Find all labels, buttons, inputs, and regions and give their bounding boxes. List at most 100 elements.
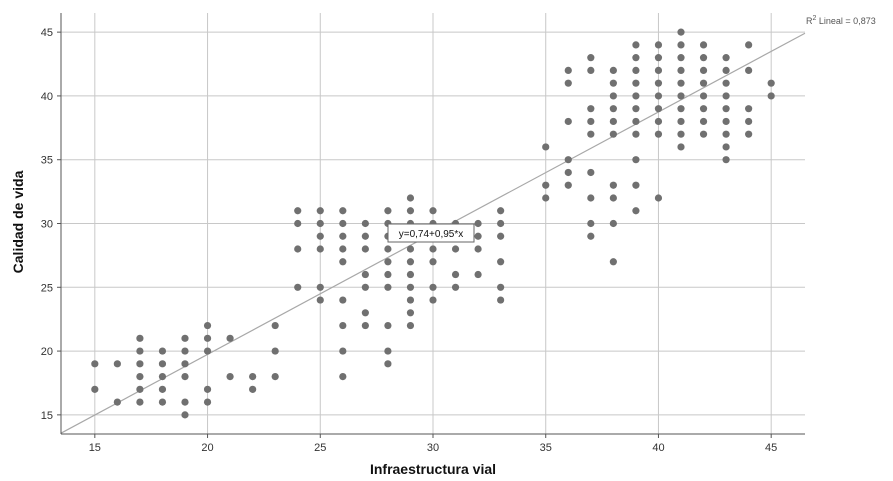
r2-prefix: R <box>806 16 813 26</box>
data-point <box>316 245 324 253</box>
data-point <box>767 92 775 100</box>
data-point <box>339 245 347 253</box>
data-point <box>699 130 708 138</box>
data-point <box>745 130 753 138</box>
equation-box <box>387 223 475 243</box>
data-point <box>451 245 460 253</box>
data-point <box>632 41 640 49</box>
data-point <box>181 334 189 342</box>
data-point <box>384 245 392 253</box>
data-point <box>316 283 324 291</box>
data-point <box>654 130 663 138</box>
data-point <box>203 385 212 393</box>
data-point <box>654 66 663 75</box>
axes <box>57 13 805 438</box>
x-tick-label: 35 <box>540 442 552 454</box>
data-point <box>542 194 550 202</box>
data-point <box>361 309 369 317</box>
data-point <box>158 398 167 406</box>
data-point <box>316 207 324 215</box>
data-point <box>91 385 99 393</box>
data-point <box>361 232 369 240</box>
data-point <box>654 105 663 113</box>
data-point <box>249 385 257 393</box>
data-point <box>339 347 347 355</box>
data-point <box>113 398 121 406</box>
data-point <box>745 66 753 75</box>
data-point <box>181 411 189 419</box>
data-point <box>429 283 437 291</box>
data-point <box>203 398 212 406</box>
data-point <box>722 130 730 138</box>
data-point <box>203 347 212 355</box>
data-point <box>677 143 685 151</box>
data-point <box>677 28 685 36</box>
y-tick-label: 15 <box>41 410 53 422</box>
data-point <box>609 181 617 189</box>
data-point <box>406 296 415 304</box>
data-point <box>677 79 685 87</box>
data-point <box>609 79 617 87</box>
data-point <box>632 92 640 100</box>
data-point <box>609 194 617 202</box>
data-point <box>587 54 595 62</box>
equation-text: y=0,74+0,95*x <box>399 229 464 240</box>
data-point <box>339 372 347 381</box>
data-point <box>632 117 640 126</box>
data-point <box>429 245 437 253</box>
x-tick-label: 45 <box>765 442 777 454</box>
tick-labels: 15 20 25 30 35 40 45 15 20 25 30 35 40 45 <box>41 27 778 454</box>
data-point <box>632 156 640 164</box>
data-point <box>654 117 663 126</box>
data-point <box>497 296 505 304</box>
data-point <box>406 270 415 279</box>
data-point <box>136 347 144 355</box>
r2-label: R2 Lineal = 0,873 <box>806 15 876 26</box>
data-point <box>203 321 212 330</box>
data-point <box>677 92 685 100</box>
data-point <box>406 321 415 330</box>
data-point <box>271 321 279 330</box>
data-point <box>767 79 775 87</box>
data-point <box>361 270 369 279</box>
data-point <box>226 334 234 342</box>
data-point <box>316 232 324 240</box>
y-tick-label: 20 <box>41 346 53 358</box>
data-point <box>474 232 482 240</box>
x-tick-label: 30 <box>427 442 439 454</box>
data-point <box>745 117 753 126</box>
data-point <box>497 207 505 215</box>
data-point <box>158 385 167 393</box>
data-point <box>497 283 505 291</box>
data-point <box>339 321 347 330</box>
data-point <box>722 54 730 62</box>
data-point <box>745 41 753 49</box>
data-point <box>564 66 572 75</box>
x-tick-label: 20 <box>201 442 213 454</box>
data-point <box>497 258 505 266</box>
y-tick-label: 35 <box>41 155 53 167</box>
data-point <box>722 105 730 113</box>
data-point <box>406 309 415 317</box>
data-point <box>632 207 640 215</box>
data-point <box>677 117 685 126</box>
x-tick-label: 25 <box>314 442 326 454</box>
data-point <box>339 232 347 240</box>
data-point <box>654 54 663 62</box>
data-point <box>226 372 234 381</box>
data-point <box>384 283 392 291</box>
data-point <box>699 79 708 87</box>
x-tick-label: 15 <box>89 442 101 454</box>
data-point <box>564 79 572 87</box>
data-point <box>271 372 279 381</box>
data-point <box>384 360 392 368</box>
data-point <box>316 296 324 304</box>
data-point <box>609 92 617 100</box>
data-point <box>384 347 392 355</box>
data-point <box>587 232 595 240</box>
data-point <box>181 347 189 355</box>
data-point <box>406 283 415 291</box>
data-point <box>632 181 640 189</box>
equation-label: y=0,74+0,95*x <box>387 223 475 243</box>
